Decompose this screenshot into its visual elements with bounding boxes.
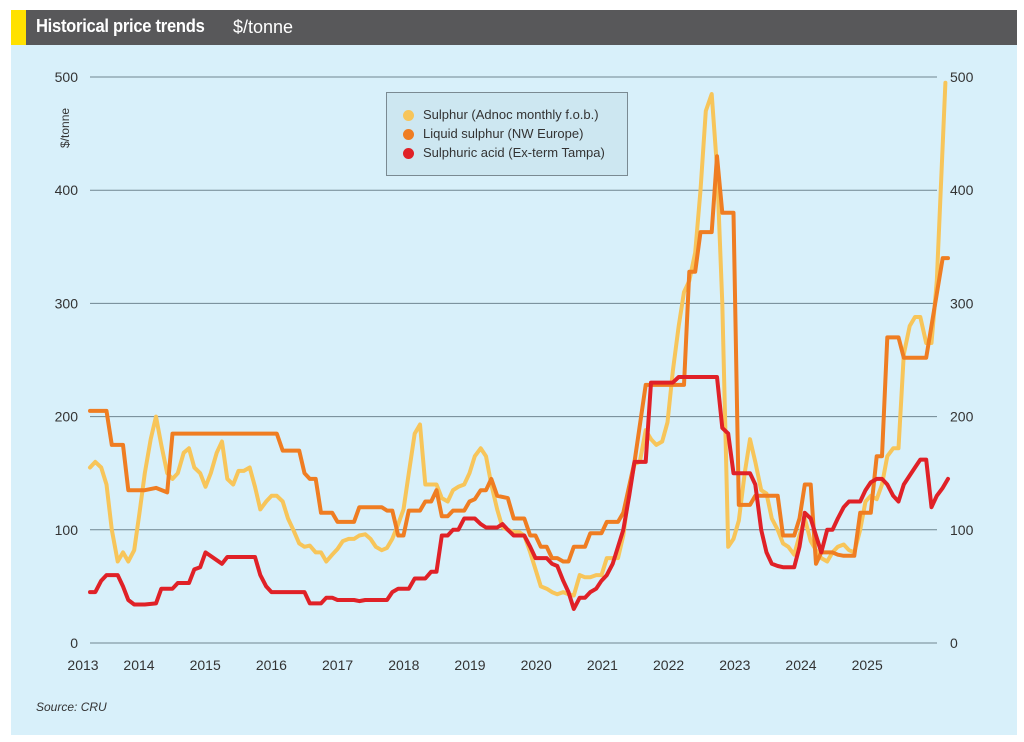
chart-unit: $/tonne	[233, 17, 294, 37]
source-note: Source: CRU	[36, 700, 107, 714]
chart-title: Historical price trends	[36, 16, 205, 36]
x-tick-label: 2013	[67, 657, 98, 673]
legend-dot-sulphuric-acid	[403, 148, 414, 159]
legend-dot-liquid-sulphur	[403, 129, 414, 140]
x-tick-label: 2020	[521, 657, 552, 673]
x-tick-label: 2014	[123, 657, 154, 673]
y-axis-label: $/tonne	[58, 107, 72, 148]
x-tick-label: 2015	[190, 657, 221, 673]
chart-header: Historical price trends $/tonne	[11, 10, 1017, 45]
y-tick-label-right: 300	[950, 295, 974, 311]
x-tick-label: 2024	[785, 657, 816, 673]
y-tick-label-right: 0	[950, 635, 958, 651]
legend-label: Sulphur (Adnoc monthly f.o.b.)	[423, 107, 599, 122]
y-tick-label-left: 500	[55, 69, 79, 85]
legend-label: Sulphuric acid (Ex-term Tampa)	[423, 145, 605, 160]
x-tick-label: 2017	[322, 657, 353, 673]
y-tick-label-left: 0	[70, 635, 78, 651]
series-lines	[88, 80, 950, 611]
y-tick-label-right: 500	[950, 69, 974, 85]
y-axis-right: 0 100 200 300 400 500	[950, 69, 974, 651]
y-tick-label-left: 300	[55, 295, 79, 311]
y-axis-left: 0 100 200 300 400 500	[55, 69, 79, 651]
y-tick-label-left: 400	[55, 182, 79, 198]
x-tick-label: 2023	[719, 657, 750, 673]
y-tick-label-left: 200	[55, 409, 79, 425]
x-tick-label: 2021	[587, 657, 618, 673]
legend-dot-sulphur	[403, 110, 414, 121]
x-tick-label: 2018	[388, 657, 419, 673]
y-tick-label-right: 200	[950, 409, 974, 425]
series-line-2	[88, 375, 950, 611]
x-tick-label: 2025	[852, 657, 883, 673]
x-axis: 2013 2014 2015 2016 2017 2018 2019 2020 2021 2022…	[67, 657, 883, 673]
legend: Sulphur (Adnoc monthly f.o.b.) Liquid su…	[386, 92, 628, 176]
y-tick-label-right: 100	[950, 522, 974, 538]
series-line-1	[88, 154, 950, 566]
y-tick-label-left: 100	[55, 522, 79, 538]
header-accent-bar	[11, 10, 26, 45]
y-tick-label-right: 400	[950, 182, 974, 198]
x-tick-label: 2016	[256, 657, 287, 673]
legend-label: Liquid sulphur (NW Europe)	[423, 126, 584, 141]
x-tick-label: 2019	[454, 657, 485, 673]
x-tick-label: 2022	[653, 657, 684, 673]
